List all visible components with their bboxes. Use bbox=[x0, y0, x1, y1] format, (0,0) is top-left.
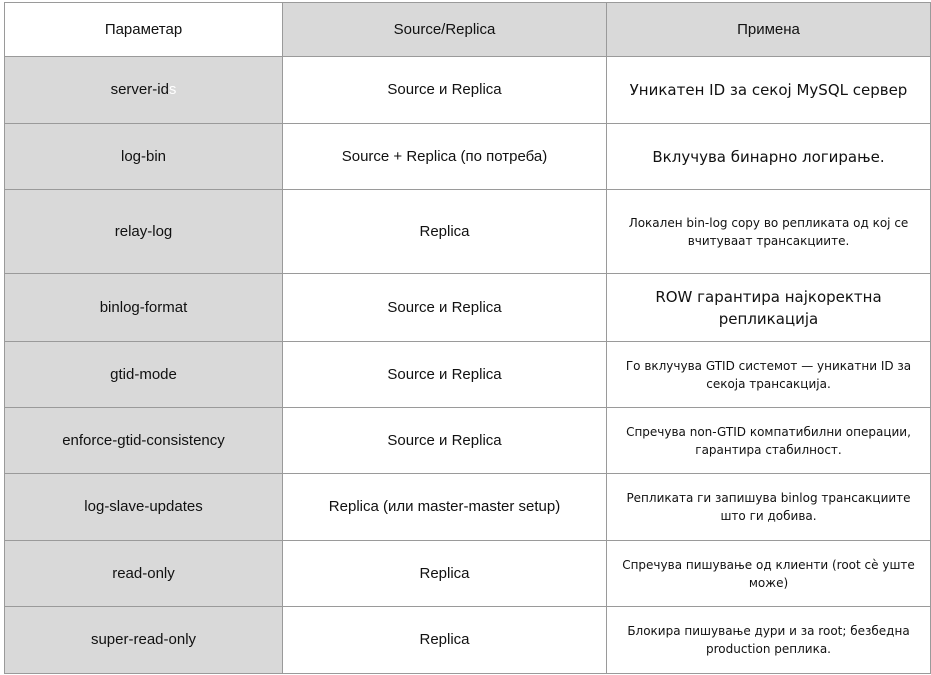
table-row: server-ids Source и Replica Уникатен ID … bbox=[4, 56, 931, 124]
header-row: Параметар Source/Replica Примена bbox=[4, 2, 931, 57]
header-param: Параметар bbox=[4, 2, 283, 57]
table-row: read-only Replica Спречува пишување од к… bbox=[4, 540, 931, 607]
role-cell: Replica bbox=[282, 189, 607, 274]
param-cell: relay-log bbox=[4, 189, 283, 274]
role-cell: Replica bbox=[282, 540, 607, 607]
param-cell: gtid-mode bbox=[4, 341, 283, 408]
role-cell: Replica (или master-master setup) bbox=[282, 473, 607, 541]
role-cell: Source и Replica bbox=[282, 341, 607, 408]
param-cell: server-ids bbox=[4, 56, 283, 124]
param-cell: enforce-gtid-consistency bbox=[4, 407, 283, 474]
table-row: enforce-gtid-consistency Source и Replic… bbox=[4, 407, 931, 474]
header-role: Source/Replica bbox=[282, 2, 607, 57]
usage-cell: Спречува non-GTID компатибилни операции,… bbox=[606, 407, 931, 474]
mysql-replication-parameters-table: Параметар Source/Replica Примена server-… bbox=[4, 2, 931, 674]
param-name: server-id bbox=[110, 81, 169, 98]
param-cell: read-only bbox=[4, 540, 283, 607]
role-cell: Source + Replica (по потреба) bbox=[282, 123, 607, 190]
usage-cell: Го вклучува GTID системот — уникатни ID … bbox=[606, 341, 931, 408]
usage-cell: Уникатен ID за секој MySQL сервер bbox=[606, 56, 931, 124]
usage-cell: Спречува пишување од клиенти (root сè уш… bbox=[606, 540, 931, 607]
usage-cell: Локален bin-log copy во репликата од кој… bbox=[606, 189, 931, 274]
usage-cell: Блокира пишување дури и за root; безбедн… bbox=[606, 606, 931, 674]
role-cell: Source и Replica bbox=[282, 407, 607, 474]
role-cell: Replica bbox=[282, 606, 607, 674]
usage-cell: ROW гарантира најкоректна репликација bbox=[606, 273, 931, 342]
param-ghost-char: s bbox=[168, 81, 177, 98]
header-usage: Примена bbox=[606, 2, 931, 57]
table-row: log-slave-updates Replica (или master-ma… bbox=[4, 473, 931, 541]
param-cell: log-bin bbox=[4, 123, 283, 190]
param-cell: super-read-only bbox=[4, 606, 283, 674]
table-row: relay-log Replica Локален bin-log copy в… bbox=[4, 189, 931, 274]
table-row: super-read-only Replica Блокира пишување… bbox=[4, 606, 931, 674]
table-row: log-bin Source + Replica (по потреба) Вк… bbox=[4, 123, 931, 190]
role-cell: Source и Replica bbox=[282, 273, 607, 342]
param-cell: log-slave-updates bbox=[4, 473, 283, 541]
usage-cell: Вклучува бинарно логирање. bbox=[606, 123, 931, 190]
table-row: binlog-format Source и Replica ROW гаран… bbox=[4, 273, 931, 342]
role-cell: Source и Replica bbox=[282, 56, 607, 124]
usage-cell: Репликата ги запишува binlog трансакциит… bbox=[606, 473, 931, 541]
param-cell: binlog-format bbox=[4, 273, 283, 342]
table-row: gtid-mode Source и Replica Го вклучува G… bbox=[4, 341, 931, 408]
